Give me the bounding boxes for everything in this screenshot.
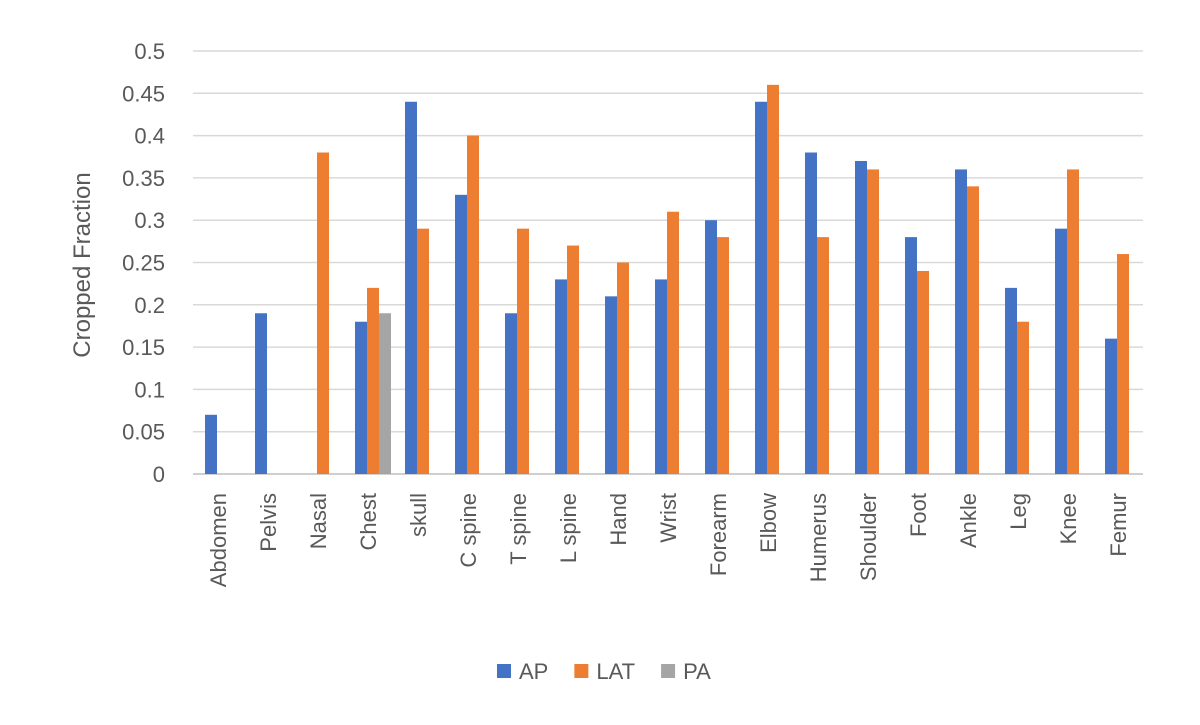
bar-ap — [555, 279, 567, 474]
bar-ap — [1055, 228, 1067, 474]
x-tick-label: Ankle — [956, 493, 981, 548]
bar-lat — [1067, 169, 1079, 474]
x-tick-label: skull — [406, 493, 431, 537]
x-tick-label: Abdomen — [206, 493, 231, 587]
bar-lat — [817, 237, 829, 474]
y-tick-label: 0.1 — [134, 377, 165, 402]
legend: AP LAT PA — [497, 659, 711, 684]
y-tick-label: 0.2 — [134, 293, 165, 318]
bar-lat — [867, 169, 879, 474]
bar-lat — [317, 152, 329, 474]
x-tick-label: C spine — [456, 493, 481, 568]
bar-ap — [605, 296, 617, 474]
bar-ap — [655, 279, 667, 474]
x-axis-ticks: Abdomen Pelvis Nasal Chest skull C spine T spi… — [206, 493, 1131, 587]
bar-ap — [255, 313, 267, 474]
bar-pa — [379, 313, 391, 474]
x-tick-label: Wrist — [656, 493, 681, 543]
bar-lat — [967, 186, 979, 475]
y-tick-label: 0 — [153, 462, 165, 487]
y-tick-label: 0.3 — [134, 208, 165, 233]
bar-ap — [505, 313, 517, 474]
bar-lat — [617, 262, 629, 474]
legend-swatch-lat — [574, 664, 589, 678]
bar-lat — [417, 228, 429, 474]
bar-lat — [717, 237, 729, 474]
bar-ap — [455, 194, 467, 474]
legend-label-pa: PA — [683, 659, 711, 684]
y-axis-ticks: 0 0.05 0.1 0.15 0.2 0.25 0.3 0.35 0.4 0.45 0.5 — [122, 39, 165, 487]
bar-lat — [1117, 254, 1129, 474]
y-tick-label: 0.45 — [122, 81, 165, 106]
y-tick-label: 0.5 — [134, 39, 165, 64]
bar-lat — [667, 211, 679, 475]
bar-ap — [1105, 338, 1117, 474]
x-tick-label: Leg — [1006, 493, 1031, 530]
y-tick-label: 0.25 — [122, 251, 165, 276]
x-tick-label: Hand — [606, 493, 631, 546]
bar-ap — [405, 101, 417, 474]
x-tick-label: Elbow — [756, 493, 781, 553]
x-tick-label: Chest — [356, 493, 381, 550]
y-tick-label: 0.15 — [122, 335, 165, 360]
bar-lat — [567, 245, 579, 474]
bar-ap — [205, 414, 217, 474]
x-tick-label: Femur — [1106, 493, 1131, 557]
legend-label-lat: LAT — [596, 659, 635, 684]
bar-lat — [367, 287, 379, 474]
x-tick-label: Forearm — [706, 493, 731, 576]
x-tick-label: Humerus — [806, 493, 831, 582]
x-tick-label: Shoulder — [856, 493, 881, 581]
bar-lat — [467, 135, 479, 474]
bars — [205, 84, 1129, 475]
y-tick-label: 0.35 — [122, 166, 165, 191]
x-tick-label: Foot — [906, 493, 931, 537]
bar-ap — [955, 169, 967, 474]
legend-swatch-ap — [497, 664, 511, 678]
bar-ap — [705, 220, 717, 474]
y-tick-label: 0.05 — [122, 420, 165, 445]
bar-ap — [855, 160, 867, 475]
x-tick-label: L spine — [556, 493, 581, 563]
legend-label-ap: AP — [519, 659, 548, 684]
bar-lat — [1017, 321, 1029, 474]
legend-swatch-pa — [661, 664, 676, 678]
x-tick-label: T spine — [506, 493, 531, 565]
bar-ap — [805, 152, 817, 474]
bar-ap — [905, 237, 917, 474]
bar-ap — [355, 321, 367, 474]
bar-lat — [767, 84, 779, 474]
y-tick-label: 0.4 — [134, 124, 165, 149]
bar-lat — [517, 228, 529, 474]
x-tick-label: Nasal — [306, 493, 331, 549]
x-tick-label: Pelvis — [256, 493, 281, 552]
bar-ap — [755, 101, 767, 474]
x-tick-label: Knee — [1056, 493, 1081, 544]
y-axis-label: Cropped Fraction — [69, 172, 96, 357]
bar-lat — [917, 270, 929, 474]
bar-ap — [1005, 287, 1017, 474]
